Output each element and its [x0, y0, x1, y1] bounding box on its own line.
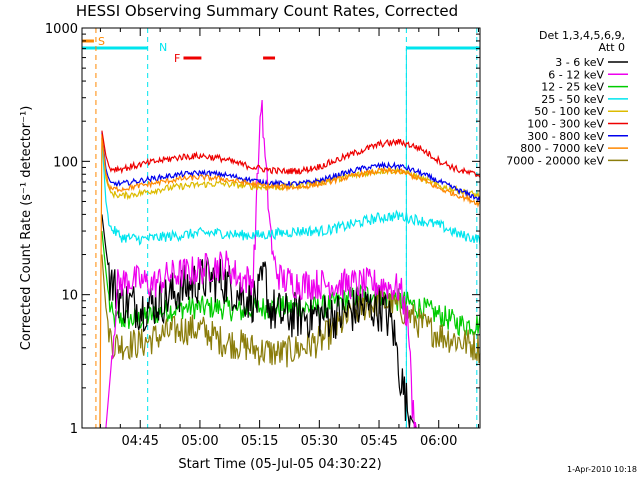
x-tick-label: 05:45 — [360, 434, 397, 449]
chart-title: HESSI Observing Summary Count Rates, Cor… — [76, 2, 458, 20]
y-tick-label: 100 — [53, 155, 78, 170]
series-line-25-50-kev — [101, 137, 481, 246]
legend-label-50-100-kev: 50 - 100 keV — [534, 105, 604, 118]
legend-label-7000-20000-kev: 7000 - 20000 keV — [506, 154, 604, 167]
series-line-800-7000-kev — [99, 134, 480, 429]
series-line-50-100-kev — [101, 134, 481, 201]
y-tick-label: 1 — [70, 422, 78, 437]
legend-header-detectors: Det 1,3,4,5,6,9, — [539, 29, 625, 42]
legend-label-12-25-kev: 12 - 25 keV — [541, 81, 604, 94]
legend-label-6-12-kev: 6 - 12 keV — [548, 68, 604, 81]
x-tick-label: 05:15 — [241, 434, 278, 449]
annotation-label-s: S — [98, 35, 105, 48]
series-line-6-12-kev — [105, 99, 417, 429]
y-axis: 1 10 100 1000 — [45, 22, 480, 437]
series-line-100-300-kev — [101, 130, 481, 178]
series-line-3-6-kev — [101, 214, 417, 429]
legend-label-25-50-kev: 25 - 50 keV — [541, 93, 604, 106]
series-group — [99, 99, 481, 429]
x-tick-label: 04:45 — [121, 434, 158, 449]
x-axis-label: Start Time (05-Jul-05 04:30:22) — [178, 457, 381, 472]
annotation-bars — [82, 39, 480, 60]
annotation-lines — [95, 28, 478, 428]
series-line-300-800-kev — [101, 132, 481, 203]
generation-timestamp: 1-Apr-2010 10:18 — [567, 465, 637, 474]
legend-label-100-300-kev: 100 - 300 keV — [527, 118, 604, 131]
y-axis-label: Corrected Count Rate (s⁻¹ detector⁻¹) — [19, 106, 34, 351]
y-tick-label: 10 — [61, 289, 78, 304]
annotation-label-n: N — [159, 41, 167, 54]
legend-header-attenuator: Att 0 — [599, 41, 625, 54]
x-tick-label: 05:00 — [181, 434, 218, 449]
annotation-label-f: F — [174, 52, 180, 65]
legend-label-800-7000-kev: 800 - 7000 keV — [520, 142, 604, 155]
plot-frame — [81, 27, 481, 429]
x-tick-label: 05:30 — [301, 434, 338, 449]
legend-label-3-6-kev: 3 - 6 keV — [555, 56, 604, 69]
legend-label-300-800-kev: 300 - 800 keV — [527, 130, 604, 143]
x-axis: 04:45 05:00 05:15 05:30 05:45 06:00 — [99, 28, 480, 449]
y-tick-label: 1000 — [45, 22, 78, 37]
series-line-7000-20000-kev — [101, 254, 481, 368]
x-tick-label: 06:00 — [420, 434, 457, 449]
